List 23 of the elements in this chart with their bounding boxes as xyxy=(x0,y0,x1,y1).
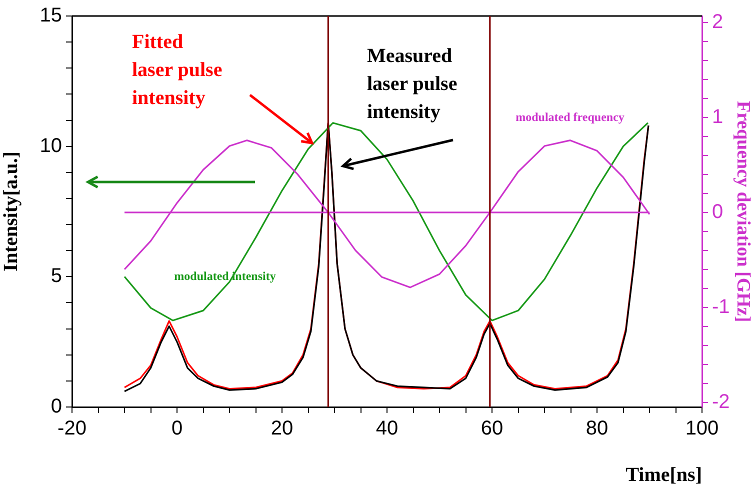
y-tick-label: 10 xyxy=(40,134,62,157)
annotation: Measured laser pulse intensity xyxy=(367,45,458,124)
x-tick-label: 20 xyxy=(270,418,294,440)
y2-axis-title: Frequency deviation [GHz] xyxy=(732,100,754,322)
y-tick-label: 0 xyxy=(50,396,62,418)
y2-tick-label: -2 xyxy=(712,390,730,413)
series-label: modulated intensity xyxy=(174,269,276,284)
y2-tick-label: 2 xyxy=(712,11,724,34)
x-axis-title: Time[ns] xyxy=(626,464,702,486)
y2-tick-label: 0 xyxy=(712,200,724,223)
x-tick-label: 40 xyxy=(376,418,398,440)
series-label: modulated frequency xyxy=(516,110,624,124)
y-tick-label: 15 xyxy=(40,4,62,27)
x-tick-label: -20 xyxy=(58,418,86,440)
y2-tick-label: -1 xyxy=(712,296,730,318)
y2-tick-label: 1 xyxy=(712,106,724,128)
y-tick-label: 5 xyxy=(50,265,62,288)
x-tick-label: 100 xyxy=(685,418,719,440)
x-tick-label: 80 xyxy=(586,418,608,440)
y-axis-title: Intensity[a.u.] xyxy=(0,151,22,272)
x-tick-label: 60 xyxy=(480,418,504,440)
x-tick-label: 0 xyxy=(171,418,183,440)
annotation: Fitted laser pulse intensity xyxy=(132,31,222,110)
